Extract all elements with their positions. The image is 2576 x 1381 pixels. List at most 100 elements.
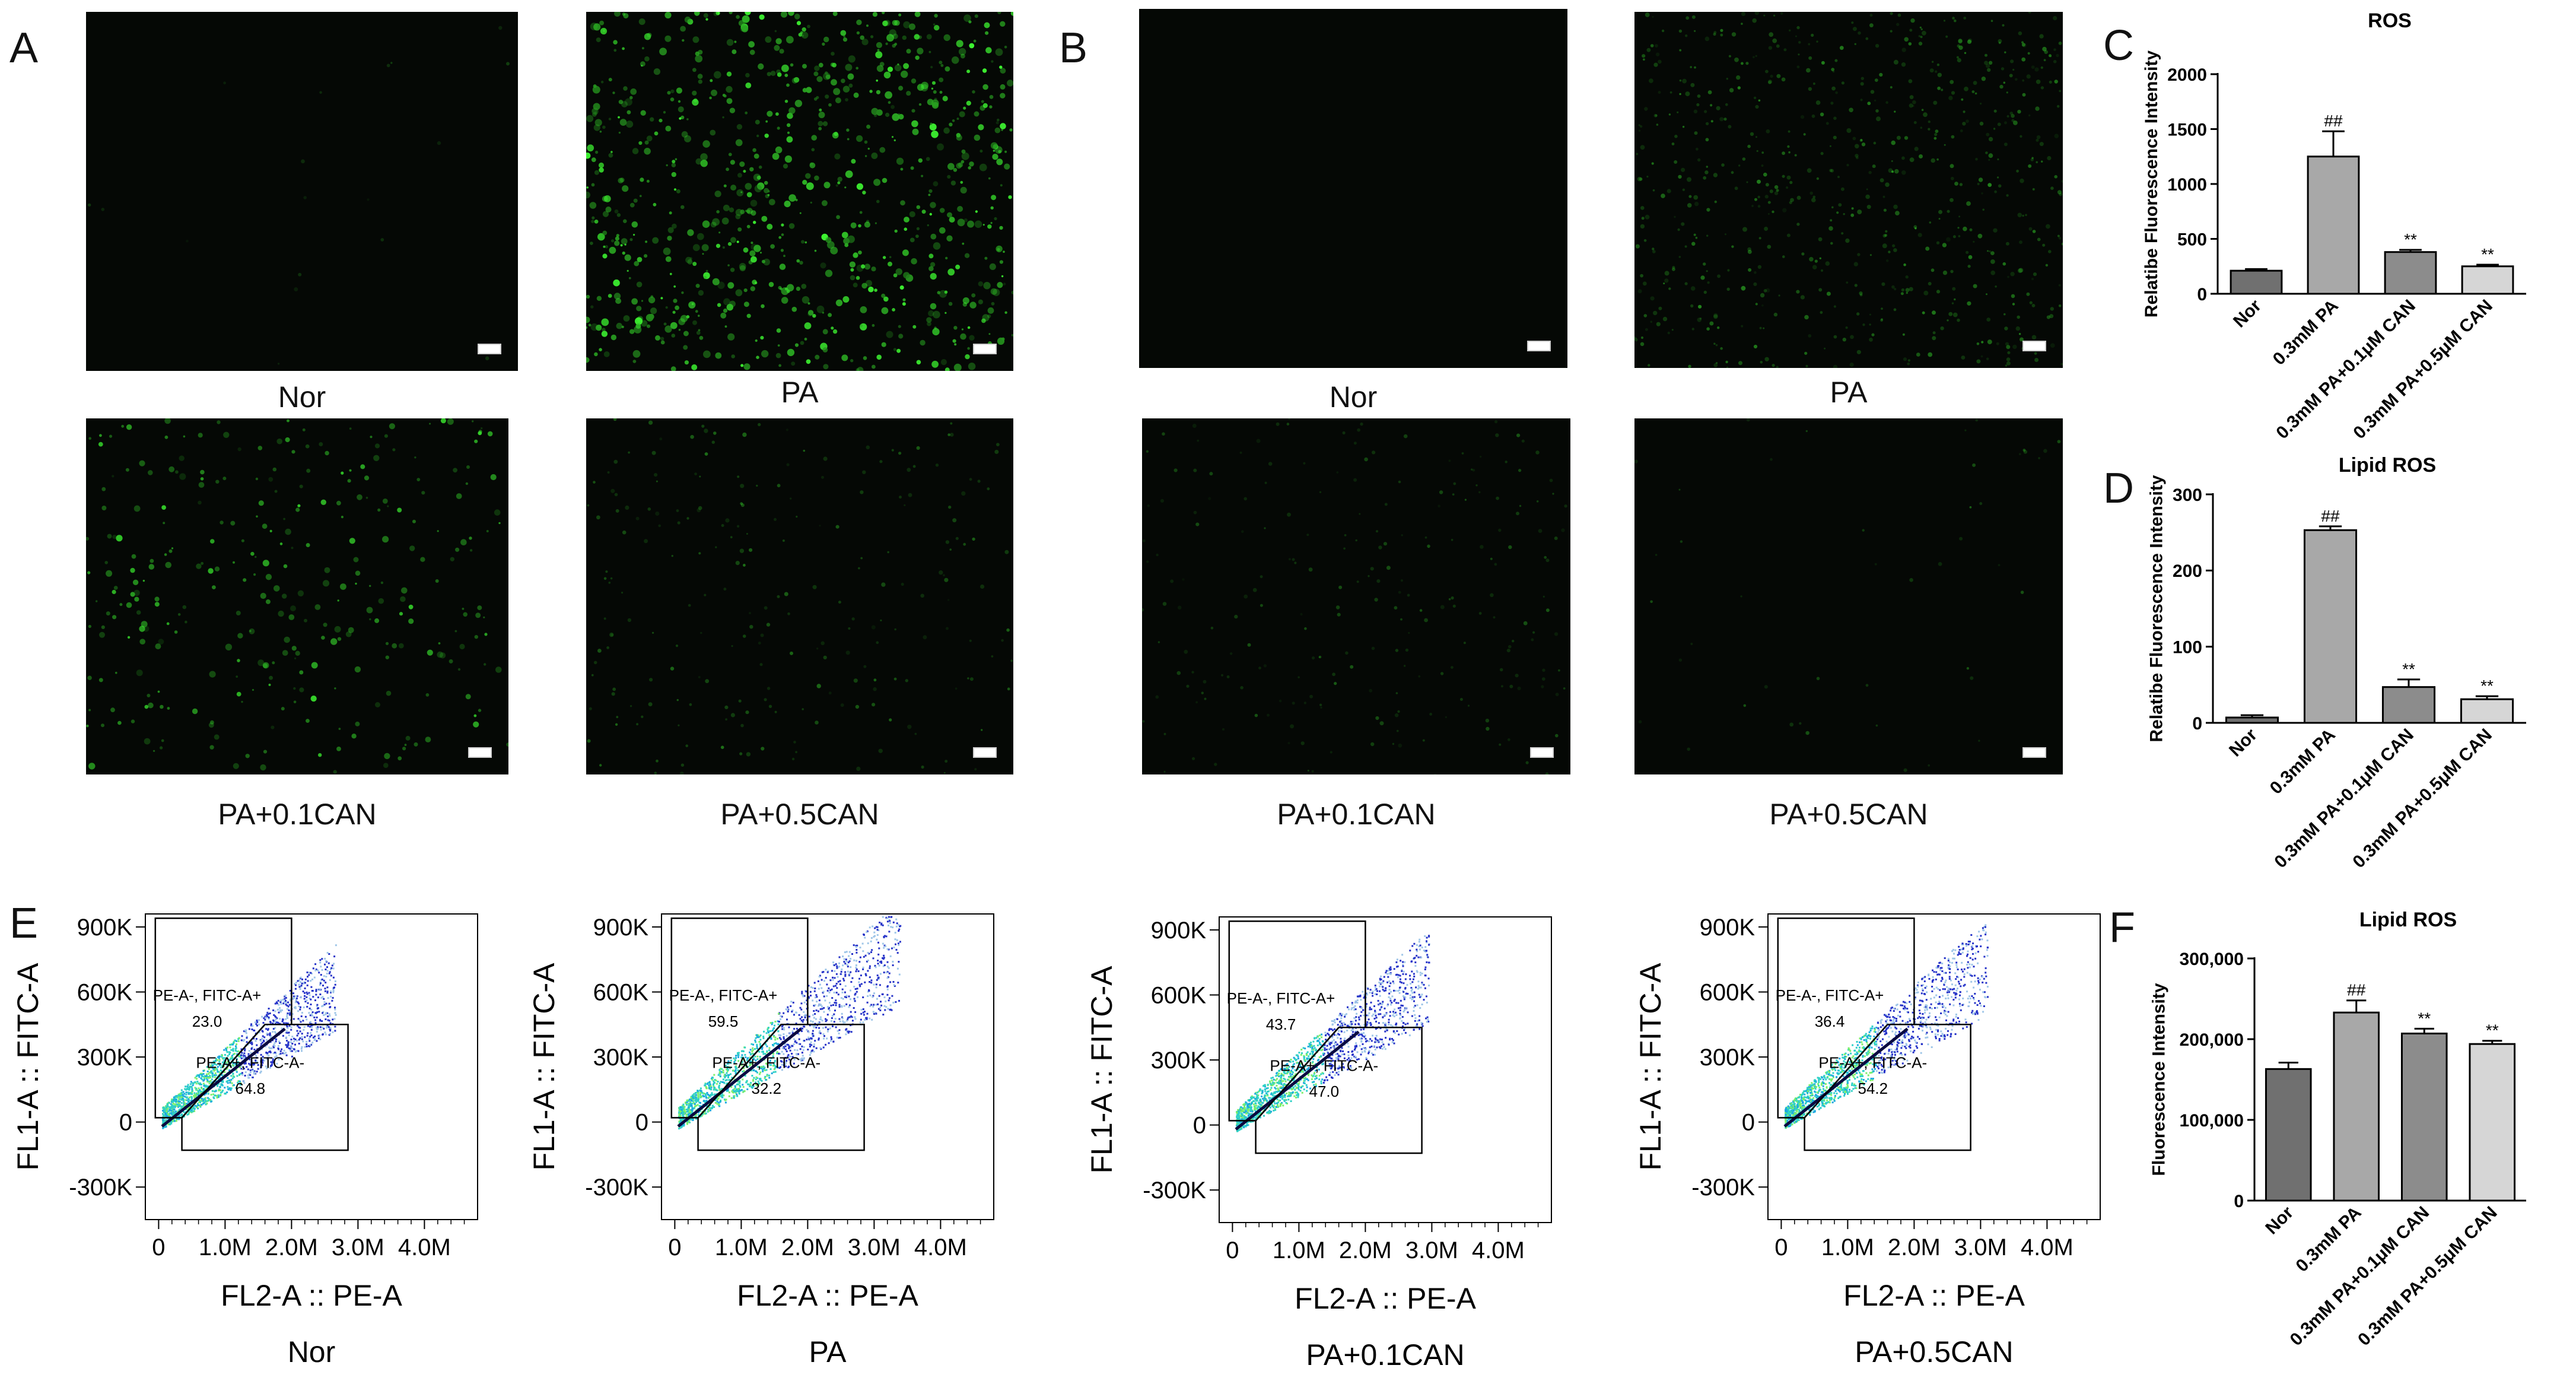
caption-b-nor: Nor	[1329, 380, 1378, 414]
category-label: Nor	[2262, 1202, 2297, 1238]
x-axis-label: FL2-A :: PE-A	[1843, 1279, 2025, 1312]
y-tick-label: 600K	[77, 979, 133, 1005]
y-tick-label: 0	[2197, 285, 2207, 304]
y-tick-label: 200	[2173, 561, 2202, 581]
gate-pe-positive	[1255, 1027, 1423, 1154]
y-tick-label: 0	[2192, 714, 2202, 734]
y-tick-label: 300	[2173, 485, 2202, 505]
panel-letter-d: D	[2103, 465, 2134, 512]
category-label: 0.3mM PA	[2269, 296, 2342, 369]
gate-pe-positive	[181, 1024, 349, 1151]
x-tick-label: 0	[1226, 1237, 1239, 1263]
y-axis-label: Relatibe Fluorescence Intensity	[2142, 50, 2161, 318]
x-tick-label: 1.0M	[1273, 1237, 1325, 1263]
gate-pe-positive	[697, 1024, 865, 1151]
caption-b-pa01: PA+0.1CAN	[1277, 798, 1436, 831]
dense-core-line	[677, 1027, 802, 1128]
caption-a-nor: Nor	[278, 380, 326, 414]
gate1-label: PE-A-, FITC-A+	[669, 986, 778, 1004]
panel-letter-a: A	[9, 24, 39, 72]
y-tick-label: 300,000	[2180, 950, 2244, 969]
y-tick-label: 900K	[77, 915, 133, 941]
panel-letter-f: F	[2109, 904, 2135, 951]
bar-chart-d-lipid-ros: Lipid ROS 0 100 200 300 Relatibe Fluorescence…	[2147, 454, 2526, 872]
bar	[2381, 686, 2436, 724]
y-tick-label: -300K	[1143, 1177, 1206, 1204]
y-tick-label: 600K	[1700, 979, 1756, 1005]
panel-letter-e: E	[9, 900, 39, 947]
sample-label: PA	[809, 1335, 847, 1369]
micrograph-b-pa	[1634, 12, 2063, 368]
plot-frame	[661, 913, 994, 1220]
dense-core-line	[1783, 1027, 1909, 1128]
dense-core-line	[1235, 1030, 1360, 1131]
chart-title: Lipid ROS	[2339, 454, 2436, 477]
sample-label: PA+0.5CAN	[1855, 1335, 2013, 1369]
micrograph-a-pa	[586, 12, 1013, 371]
y-tick-label: 300K	[593, 1045, 649, 1071]
y-tick-label: 600K	[1151, 982, 1207, 1008]
gate2-value: 47.0	[1309, 1082, 1339, 1100]
y-tick-label: 500	[2177, 230, 2207, 249]
x-tick-label: 4.0M	[914, 1234, 967, 1261]
plot-frame	[1219, 916, 1552, 1223]
y-tick-label: 1500	[2167, 120, 2207, 139]
flow-plot-nor: 0 1.0M 2.0M 3.0M 4.0M -300K 0 300K 600K 900K FL2-A…	[11, 913, 478, 1369]
caption-a-pa01: PA+0.1CAN	[218, 798, 377, 831]
scale-bar	[973, 747, 997, 758]
gate2-value: 32.2	[751, 1080, 781, 1097]
x-tick-label: 3.0M	[1405, 1237, 1458, 1263]
x-tick-label: 2.0M	[265, 1234, 318, 1261]
sample-label: PA+0.1CAN	[1306, 1338, 1464, 1372]
y-tick-label: 0	[1193, 1113, 1206, 1139]
category-label: 0.3mM PA	[2292, 1203, 2365, 1276]
y-tick-label: -300K	[69, 1174, 132, 1201]
scale-bar	[973, 344, 997, 354]
x-tick-label: 4.0M	[2021, 1234, 2073, 1261]
significance-mark: **	[2486, 1021, 2499, 1040]
x-tick-label: 4.0M	[398, 1234, 451, 1261]
y-tick-label: 100,000	[2180, 1111, 2244, 1131]
micrograph-a-nor	[86, 12, 518, 371]
y-tick-label: 900K	[1700, 915, 1756, 941]
micrograph-b-pa01	[1142, 418, 1570, 774]
y-axis-label: Fluorescence Intensity	[2149, 983, 2169, 1176]
bar	[2265, 1068, 2312, 1202]
x-tick-label: 2.0M	[1339, 1237, 1392, 1263]
flow-plot-pa01: 0 1.0M 2.0M 3.0M 4.0M -300K 0 300K 600K 900K FL2-A…	[1085, 916, 1552, 1372]
micrograph-a-pa01	[86, 418, 508, 774]
y-tick-label: 900K	[593, 915, 649, 941]
y-tick-label: 600K	[593, 979, 649, 1005]
caption-a-pa: PA	[781, 376, 819, 409]
y-tick-label: 0	[2234, 1192, 2244, 1211]
category-label: 0.3mM PA+0.1μM CAN	[2270, 725, 2418, 872]
caption-b-pa05: PA+0.5CAN	[1769, 798, 1928, 831]
x-tick-label: 3.0M	[1954, 1234, 2007, 1261]
y-tick-label: 0	[635, 1110, 648, 1136]
x-tick-label: 4.0M	[1472, 1237, 1525, 1263]
y-tick-label: 300K	[1151, 1047, 1207, 1074]
gate1-label: PE-A-, FITC-A+	[1776, 986, 1884, 1004]
plot-frame	[1767, 913, 2101, 1220]
bar	[2384, 251, 2437, 295]
significance-mark: ##	[2347, 981, 2366, 999]
x-tick-label: 2.0M	[1888, 1234, 1941, 1261]
category-label: 0.3mM PA+0.1μM CAN	[2272, 296, 2419, 439]
y-tick-label: 200,000	[2180, 1030, 2244, 1050]
scale-bar	[468, 747, 492, 758]
micrograph-a-pa05	[586, 418, 1013, 774]
scale-bar	[1527, 341, 1551, 351]
significance-mark: ##	[2321, 507, 2340, 525]
y-tick-label: 1000	[2167, 175, 2207, 195]
bar	[2225, 716, 2279, 724]
plot-frame	[145, 913, 478, 1220]
sample-label: Nor	[288, 1335, 336, 1369]
y-tick-label: 300K	[77, 1045, 133, 1071]
gate-pe-positive	[1804, 1024, 1971, 1151]
x-tick-label: 1.0M	[1821, 1234, 1874, 1261]
caption-b-pa: PA	[1830, 376, 1868, 409]
scale-bar	[478, 344, 501, 354]
gate1-value: 59.5	[708, 1012, 739, 1030]
dense-core-line	[161, 1027, 286, 1128]
bar-chart-c-ros: ROS 0 500 1000 1500 2000 Relatibe Fluorescence…	[2142, 9, 2526, 439]
